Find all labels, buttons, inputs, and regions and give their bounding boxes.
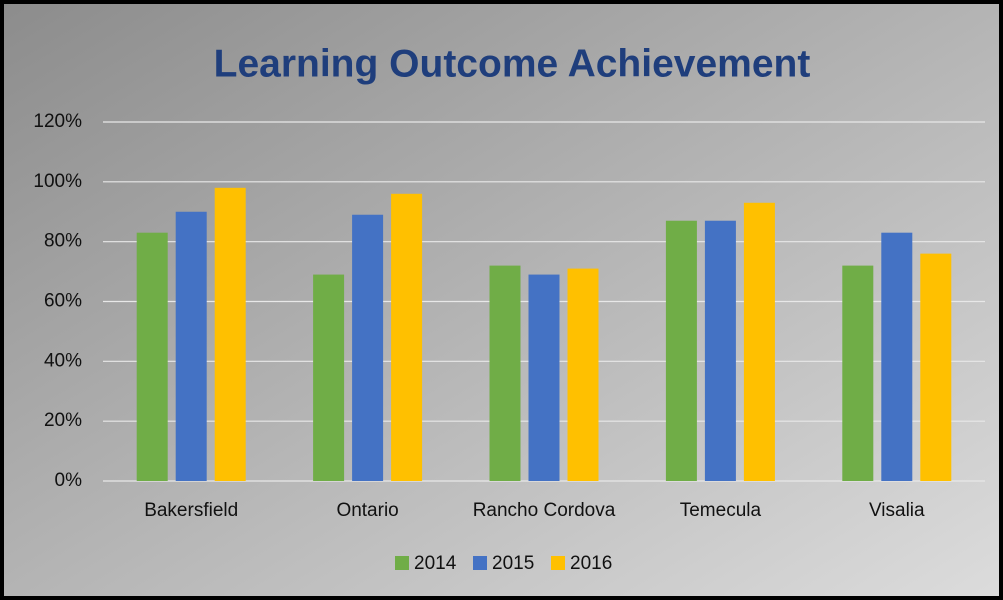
x-tick-label: Rancho Cordova xyxy=(473,500,616,521)
legend-label: 2014 xyxy=(414,553,457,574)
bar xyxy=(920,253,952,481)
bar xyxy=(704,220,736,481)
bar xyxy=(313,274,345,481)
bar xyxy=(214,187,246,482)
bar xyxy=(528,274,560,481)
y-tick-label: 20% xyxy=(44,410,82,431)
chart-title: Learning Outcome Achievement xyxy=(214,42,811,85)
x-tick-label: Temecula xyxy=(680,500,762,521)
x-tick-label: Visalia xyxy=(869,500,925,521)
bar xyxy=(665,220,697,481)
x-tick-label: Ontario xyxy=(336,500,398,521)
y-tick-label: 100% xyxy=(33,171,82,192)
legend-swatch xyxy=(551,556,565,570)
bar xyxy=(743,202,775,481)
y-tick-label: 120% xyxy=(33,111,82,132)
bar xyxy=(352,214,384,481)
legend-swatch xyxy=(395,556,409,570)
bar xyxy=(136,232,168,481)
x-tick-label: Bakersfield xyxy=(144,500,238,521)
y-tick-label: 80% xyxy=(44,231,82,252)
bar xyxy=(842,265,874,481)
bar xyxy=(567,268,599,481)
bar xyxy=(175,211,207,481)
y-tick-label: 40% xyxy=(44,350,82,371)
bar xyxy=(881,232,913,481)
y-tick-label: 0% xyxy=(55,470,83,491)
bar xyxy=(391,193,423,482)
bar xyxy=(489,265,521,481)
legend-label: 2015 xyxy=(492,553,534,574)
y-tick-label: 60% xyxy=(44,291,82,312)
legend-label: 2016 xyxy=(570,553,612,574)
legend-swatch xyxy=(473,556,487,570)
